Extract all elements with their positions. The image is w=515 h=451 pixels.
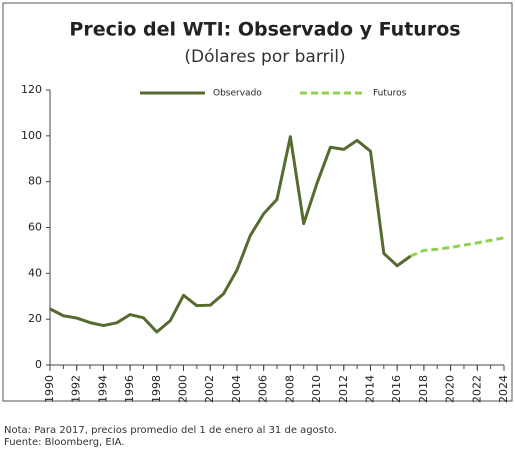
y-tick-label: 0	[35, 358, 42, 371]
y-tick-label: 40	[28, 266, 42, 279]
x-tick-label: 1990	[43, 375, 56, 403]
x-tick-label: 1992	[70, 375, 83, 403]
x-tick-label: 2022	[470, 375, 483, 403]
note: Nota: Para 2017, precios promedio del 1 …	[4, 425, 337, 436]
x-tick-label: 2024	[497, 375, 510, 403]
legend-label: Observado	[213, 89, 262, 99]
x-tick-label: 2000	[177, 375, 190, 403]
y-tick-label: 100	[21, 129, 42, 142]
x-tick-label: 2012	[337, 375, 350, 403]
y-tick-label: 120	[21, 83, 42, 96]
legend-label: Futuros	[373, 89, 407, 99]
x-tick-label: 2016	[390, 375, 403, 403]
x-tick-label: 2018	[417, 375, 430, 403]
x-tick-label: 2014	[363, 375, 376, 403]
series-line	[49, 135, 412, 334]
y-tick-label: 20	[28, 312, 42, 325]
x-tick-label: 2008	[283, 375, 296, 403]
series-line	[409, 236, 505, 258]
x-tick-label: 1996	[123, 375, 136, 403]
x-tick-label: 2020	[444, 375, 457, 403]
y-tick-label: 80	[28, 175, 42, 188]
x-tick-label: 2002	[203, 375, 216, 403]
x-tick-label: 2006	[257, 375, 270, 403]
x-tick-label: 1998	[150, 375, 163, 403]
chart-subtitle: (Dólares por barril)	[184, 47, 345, 67]
frame	[2, 2, 513, 402]
source: Fuente: Bloomberg, EIA.	[4, 437, 125, 448]
x-tick-label: 2004	[230, 375, 243, 403]
x-tick-label: 2010	[310, 375, 323, 403]
chart-title: Precio del WTI: Observado y Futuros	[69, 19, 460, 41]
x-tick-label: 1994	[96, 375, 109, 403]
y-tick-label: 60	[28, 221, 42, 234]
